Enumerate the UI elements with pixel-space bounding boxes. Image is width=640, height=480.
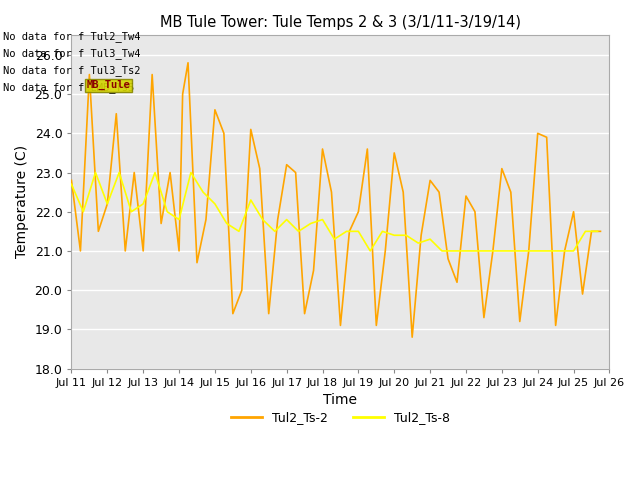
- X-axis label: Time: Time: [323, 393, 358, 407]
- Text: MB_Tule: MB_Tule: [86, 80, 130, 90]
- Legend: Tul2_Ts-2, Tul2_Ts-8: Tul2_Ts-2, Tul2_Ts-8: [226, 406, 455, 429]
- Y-axis label: Temperature (C): Temperature (C): [15, 145, 29, 259]
- Text: No data for f Tul2_Tw4: No data for f Tul2_Tw4: [3, 31, 141, 42]
- Title: MB Tule Tower: Tule Temps 2 & 3 (3/1/11-3/19/14): MB Tule Tower: Tule Temps 2 & 3 (3/1/11-…: [160, 15, 521, 30]
- Text: No data for f Tul3_Tw4: No data for f Tul3_Tw4: [3, 48, 141, 59]
- Text: No data for f Tul3_Ts2: No data for f Tul3_Ts2: [3, 65, 141, 76]
- Text: No data for f LMB_Ts5: No data for f LMB_Ts5: [3, 82, 134, 93]
